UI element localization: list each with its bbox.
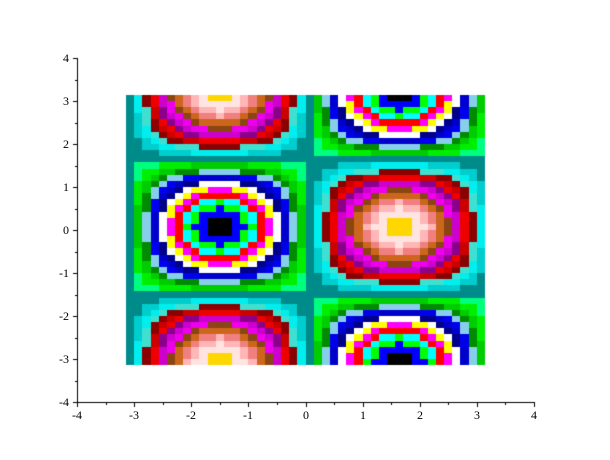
- scilab-figure: -4 -3 -2 -1 0 1 2 3 4 -4 -3 -2 -1 0 1 2 3 4: [0, 0, 610, 460]
- heatmap-canvas: [0, 0, 610, 460]
